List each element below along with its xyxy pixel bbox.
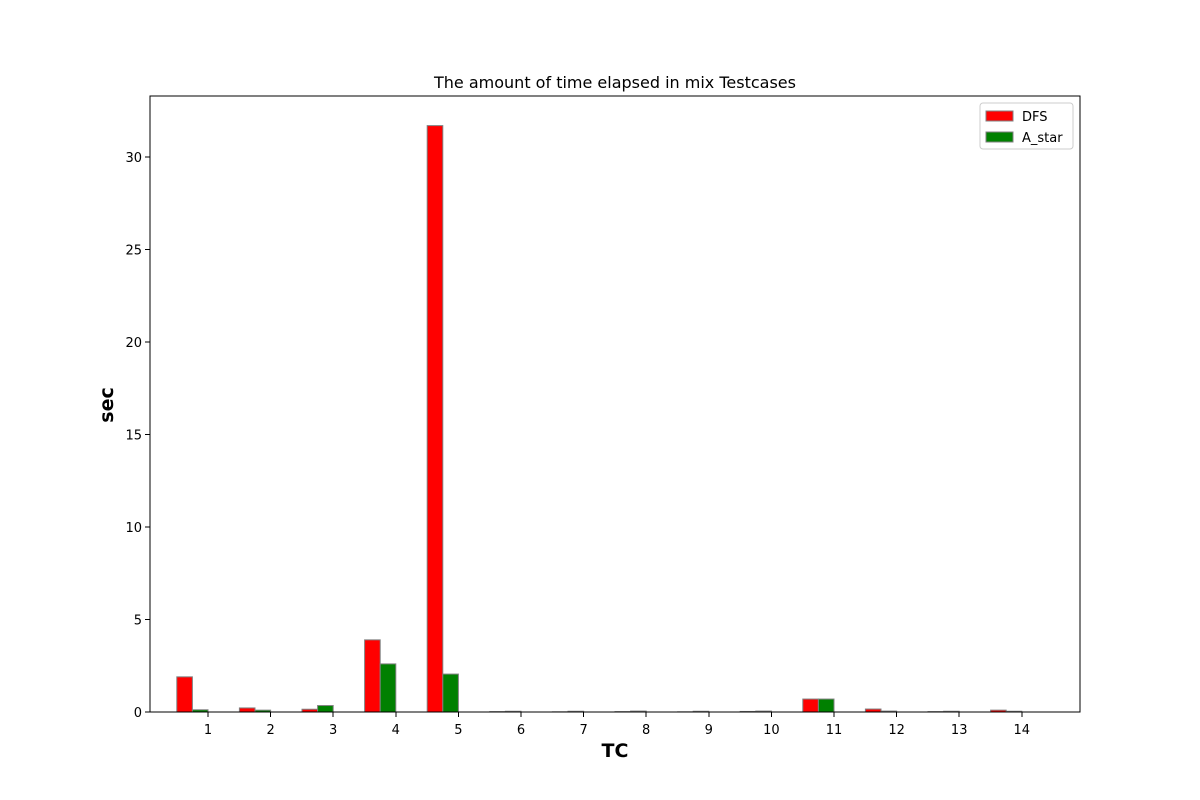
y-tick-label: 10 <box>125 521 142 536</box>
chart-title: The amount of time elapsed in mix Testca… <box>433 73 796 92</box>
y-tick-label: 25 <box>125 244 142 259</box>
legend-swatch-DFS <box>985 110 1014 122</box>
y-axis-label: sec <box>96 387 118 422</box>
x-tick-label: 8 <box>642 723 650 738</box>
y-axis-ticks: 0 5 10 15 20 25 30 <box>125 151 150 721</box>
legend-label-DFS: DFS <box>1022 110 1048 125</box>
x-tick-label: 10 <box>763 723 780 738</box>
bar-A_star-tc-3 <box>317 705 334 713</box>
x-tick-label: 5 <box>454 723 462 738</box>
plot-area-frame <box>149 95 1081 713</box>
bar-DFS-tc-5 <box>426 125 444 713</box>
x-tick-label: 7 <box>579 723 587 738</box>
x-tick-label: 12 <box>888 723 905 738</box>
x-axis-ticks: 1 2 3 4 5 6 7 8 9 10 11 12 13 14 <box>204 712 1030 738</box>
x-tick-label: 3 <box>329 723 337 738</box>
x-tick-label: 13 <box>951 723 968 738</box>
x-axis-label: TC <box>602 740 629 762</box>
bar-A_star-tc-5 <box>442 673 459 713</box>
bar-A_star-tc-4 <box>379 663 397 713</box>
y-tick-label: 0 <box>134 706 142 721</box>
bar-DFS-tc-1 <box>176 676 193 713</box>
x-tick-label: 2 <box>266 723 274 738</box>
y-tick-label: 5 <box>134 614 142 629</box>
x-tick-label: 4 <box>392 723 400 738</box>
y-tick-label: 15 <box>125 429 142 444</box>
bar-DFS-tc-4 <box>364 639 381 713</box>
bars-layer <box>176 125 1023 713</box>
x-tick-label: 11 <box>826 723 843 738</box>
y-tick-label: 30 <box>125 151 142 166</box>
x-tick-label: 14 <box>1014 723 1031 738</box>
x-tick-label: 1 <box>204 723 212 738</box>
x-tick-label: 6 <box>517 723 525 738</box>
y-tick-label: 20 <box>125 336 142 351</box>
x-tick-label: 9 <box>705 723 713 738</box>
bar-DFS-tc-2 <box>238 707 256 713</box>
legend: DFS A_star <box>979 102 1074 150</box>
bar-A_star-tc-11 <box>817 698 835 713</box>
legend-label-A_star: A_star <box>1022 131 1063 146</box>
bar-DFS-tc-11 <box>802 698 819 713</box>
legend-swatch-A_star <box>985 131 1014 143</box>
